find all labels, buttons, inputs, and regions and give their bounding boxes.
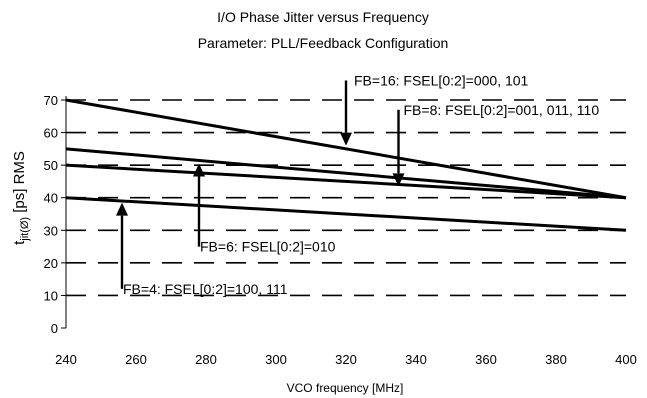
y-tick-label: 40 (44, 191, 58, 206)
x-tick-label: 280 (195, 352, 217, 367)
y-axis-label-prefix: t (11, 240, 28, 245)
x-tick-label: 240 (55, 352, 77, 367)
annotation-label: FB=8: FSEL[0:2]=001, 011, 110 (404, 102, 600, 118)
annotation-label: FB=6: FSEL[0:2]=010 (200, 239, 336, 255)
annotation-arrowhead (392, 173, 405, 187)
series-line-3 (65, 163, 627, 200)
y-tick-label: 20 (44, 256, 58, 271)
x-axis-ticks: 240 260 280 300 320 340 360 380 400 (55, 352, 637, 367)
x-tick-label: 340 (405, 352, 427, 367)
x-tick-label: 360 (475, 352, 497, 367)
grid (66, 99, 626, 297)
annotation-label: FB=4: FSEL[0:2]=100, 111 (123, 281, 288, 297)
y-tick-label: 0 (51, 321, 58, 336)
x-axis-label: VCO frequency [MHz] (287, 381, 404, 395)
series-line-1 (65, 98, 627, 200)
y-tick-label: 70 (44, 93, 58, 108)
y-axis-label-subscript: jit(Ø) (19, 217, 31, 242)
x-tick-label: 400 (615, 352, 637, 367)
x-tick-label: 260 (125, 352, 147, 367)
chart-title: I/O Phase Jitter versus Frequency (217, 9, 429, 25)
x-tick-label: 380 (545, 352, 567, 367)
x-tick-label: 320 (335, 352, 357, 367)
series-line-4 (65, 196, 627, 232)
annotation-arrowhead (116, 202, 128, 216)
series-lines (65, 98, 627, 232)
annotation-arrowhead (193, 163, 205, 177)
series-line-2 (65, 147, 627, 200)
annotation-arrowhead (340, 132, 352, 146)
annotations: FB=16: FSEL[0:2]=000, 101 FB=8: FSEL[0:2]… (116, 72, 600, 297)
y-axis-label: tjit(Ø) [ps] RMS (11, 151, 31, 245)
annotation-label: FB=16: FSEL[0:2]=000, 101 (354, 72, 529, 88)
chart-subtitle: Parameter: PLL/Feedback Configuration (198, 35, 449, 51)
y-tick-label: 10 (44, 288, 58, 303)
y-axis-ticks: 0 10 20 30 40 50 60 70 (44, 93, 66, 336)
x-tick-label: 300 (265, 352, 287, 367)
y-axis-label-suffix: [ps] RMS (11, 151, 28, 217)
y-tick-label: 60 (44, 126, 58, 141)
y-tick-label: 30 (44, 223, 58, 238)
y-tick-label: 50 (44, 158, 58, 173)
